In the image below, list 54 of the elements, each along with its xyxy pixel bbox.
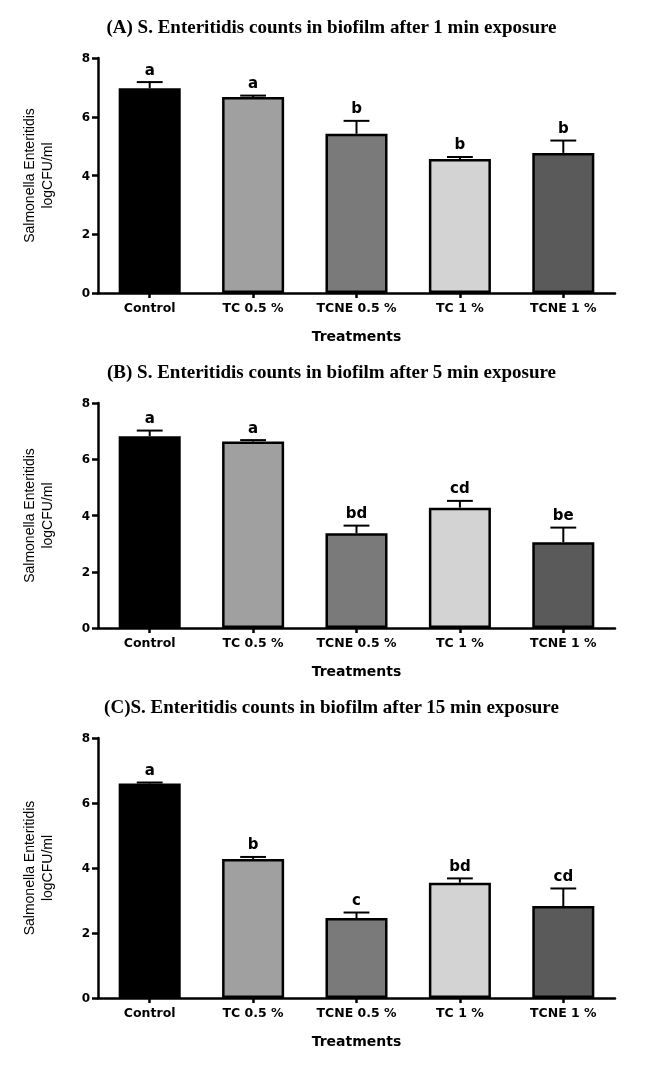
x-tick-label: TC 0.5 %	[222, 1005, 285, 1020]
x-tick-label: TCNE 1 %	[529, 635, 598, 650]
x-axis-title: Treatments	[311, 663, 402, 679]
x-tick-label: TC 1 %	[436, 635, 485, 650]
x-tick-label: Control	[123, 635, 176, 650]
annotation: be	[552, 506, 574, 525]
y-tick-label: 8	[81, 51, 90, 65]
x-tick-label: TCNE 1 %	[529, 300, 598, 315]
y-tick-label: 0	[81, 621, 90, 635]
annotation: bd	[345, 504, 368, 523]
y-tick-label: 4	[81, 861, 90, 875]
x-tick-label: Control	[123, 1005, 176, 1020]
x-tick-label: TC 0.5 %	[222, 300, 285, 315]
y-tick-label: 2	[81, 564, 90, 579]
x-tick-label: TC 1 %	[436, 300, 485, 315]
y-tick-label: 4	[81, 508, 90, 523]
annotation: b	[351, 99, 363, 118]
annotation: a	[144, 409, 155, 428]
annotation: a	[248, 418, 259, 437]
y-tick-label: 2	[81, 227, 90, 242]
annotation: a	[144, 761, 155, 780]
y-tick-label: 6	[81, 109, 90, 124]
y-tick-label: 4	[81, 168, 90, 183]
x-tick-label: Control	[123, 300, 176, 315]
x-axis-title: Treatments	[311, 1033, 402, 1049]
y-tick-label: 6	[81, 452, 90, 467]
x-axis-title: Treatments	[311, 328, 402, 344]
chart-title: (A) S. Enteritidis counts in biofilm after 1 min exposure	[106, 16, 557, 38]
annotation: a	[144, 60, 155, 79]
y-tick-label: 0	[81, 286, 90, 300]
y-tick-label: 0	[81, 991, 90, 1005]
y-axis-title: Salmonella Enteritidis logCFU/ml	[21, 800, 55, 936]
x-tick-label: TCNE 0.5 %	[316, 300, 398, 315]
y-tick-label: 2	[81, 926, 90, 940]
y-tick-label: 8	[81, 731, 90, 745]
annotation: a	[248, 74, 259, 93]
y-axis-title: Salmonella Enteritidis logCFU/ml	[21, 448, 55, 583]
x-tick-label: TCNE 1 %	[529, 1005, 598, 1020]
chart-title: (B) S. Enteritidis counts in biofilm after 5 min exposure	[107, 361, 556, 383]
annotation: bd	[449, 856, 471, 875]
x-tick-label: TCNE 0.5 %	[316, 1005, 398, 1020]
x-tick-label: TC 0.5 %	[222, 635, 285, 650]
annotation: cd	[553, 866, 574, 885]
annotation: b	[454, 135, 466, 154]
y-axis-title: Salmonella Enteritidis logCFU/ml	[21, 108, 55, 243]
x-tick-label: TCNE 0.5 %	[316, 635, 398, 650]
chart-title: (C)S. Enteritidis counts in biofilm after 15 min exposure	[104, 696, 559, 718]
annotation: c	[352, 891, 361, 910]
y-tick-label: 6	[81, 796, 90, 810]
y-tick-label: 8	[81, 396, 90, 410]
annotation: b	[247, 835, 259, 854]
x-tick-label: TC 1 %	[436, 1005, 485, 1020]
annotation: b	[557, 119, 569, 138]
annotation: cd	[450, 479, 470, 498]
